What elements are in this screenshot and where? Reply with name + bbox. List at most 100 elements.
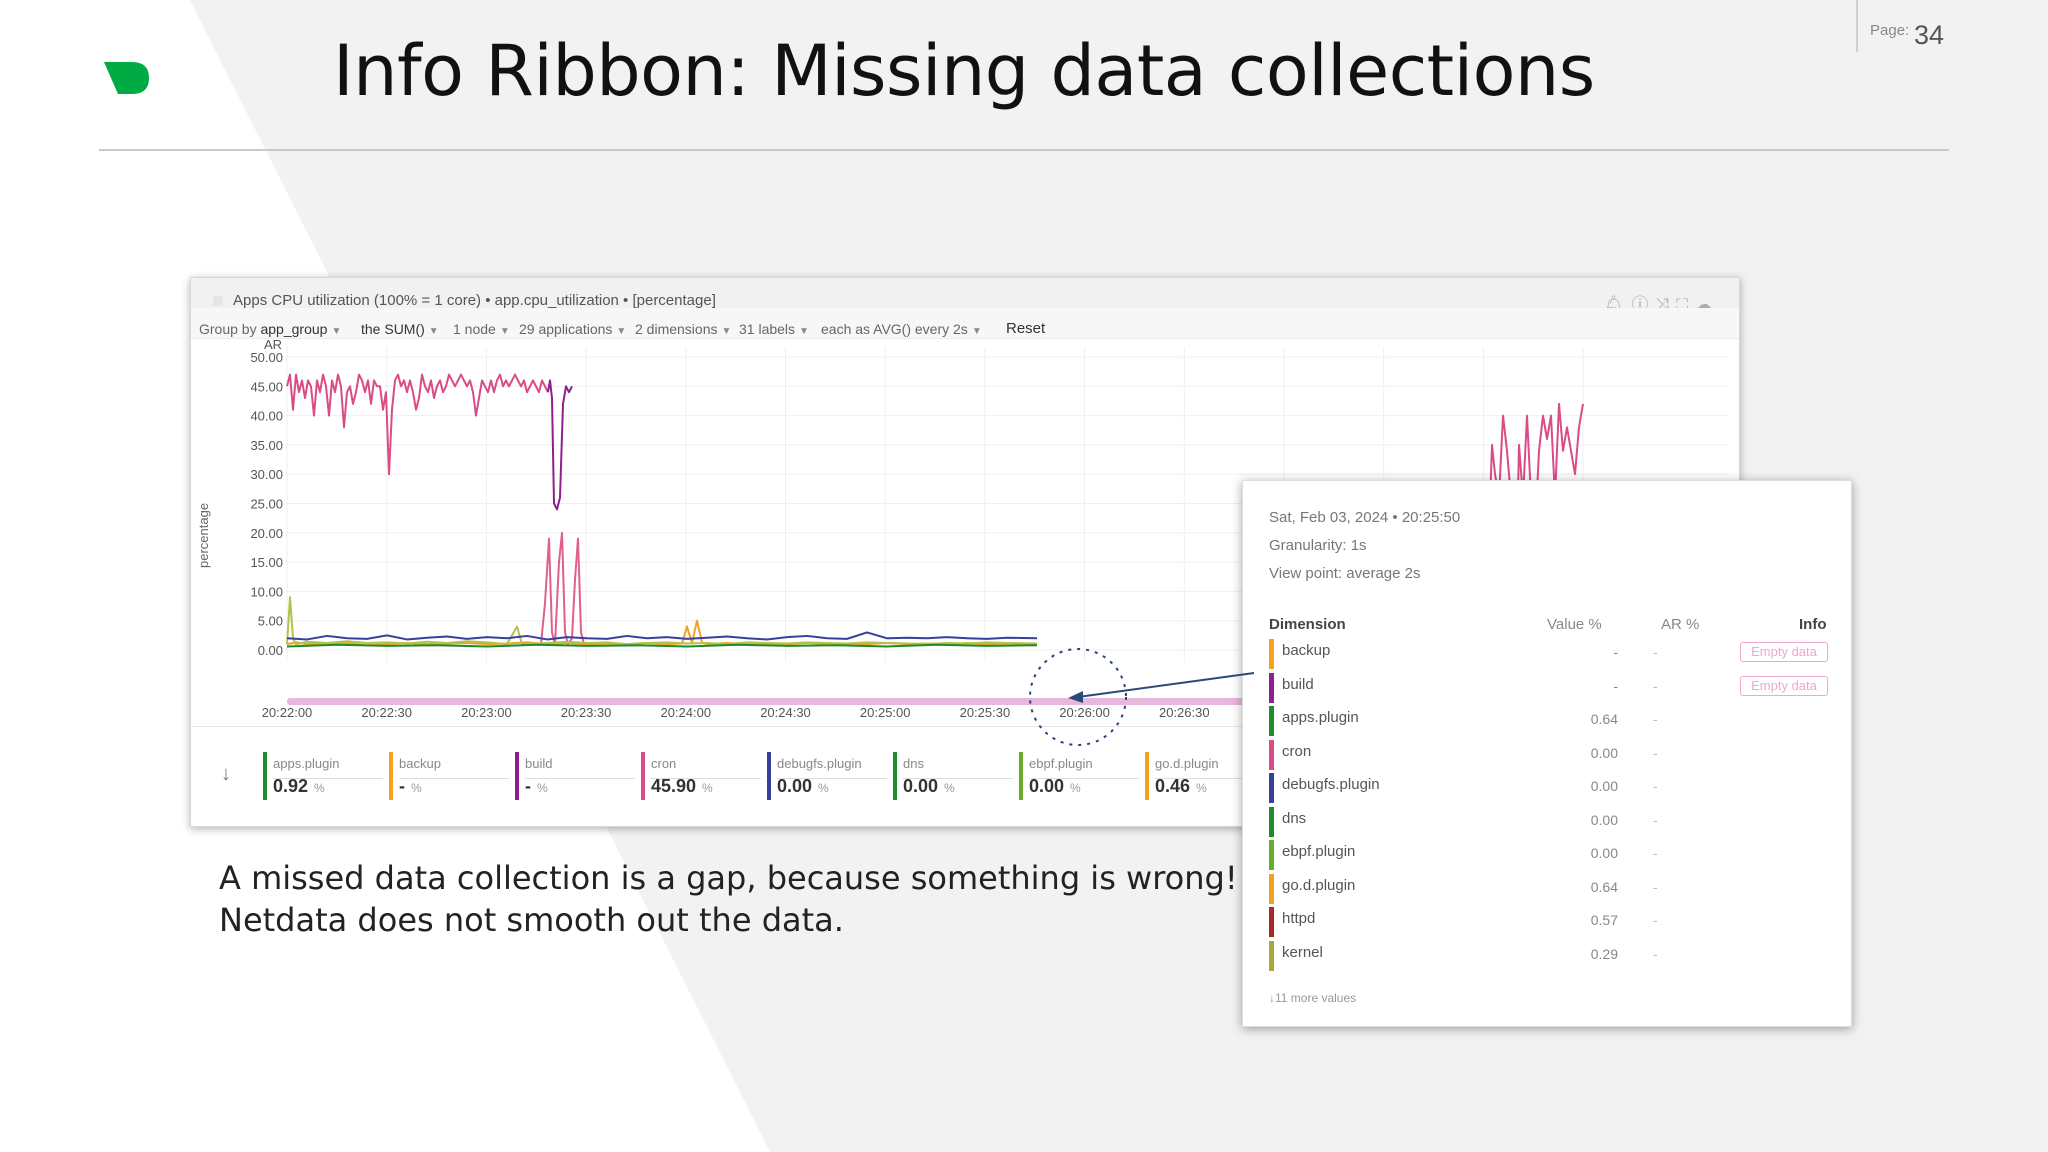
header-value: Value % — [1547, 616, 1602, 633]
legend-name: apps.plugin — [273, 756, 340, 771]
dimension-color-swatch — [1269, 873, 1274, 904]
legend-name: debugfs.plugin — [777, 756, 862, 771]
dimension-color-swatch — [1269, 940, 1274, 971]
tooltip-row-cron: cron 0.00 - — [1243, 739, 1851, 774]
legend-name: backup — [399, 756, 441, 771]
legend-value: 0.46% — [1155, 776, 1207, 796]
dimension-ar: - — [1653, 912, 1658, 928]
y-axis-header: AR — [264, 338, 282, 352]
legend-unit: % — [702, 781, 713, 795]
x-tick-label: 20:26:00 — [1059, 705, 1110, 720]
annotation-arrow — [1077, 672, 1255, 698]
tooltip-datetime: Sat, Feb 03, 2024 • 20:25:50 — [1269, 509, 1461, 526]
applications-dropdown[interactable]: 29 applications ▼ — [519, 321, 627, 337]
dimension-ar: - — [1653, 778, 1658, 794]
page-label: Page: — [1870, 22, 1910, 39]
dimension-value: 0.29 — [1590, 945, 1618, 962]
tooltip-row-build: build - - Empty data — [1243, 672, 1851, 707]
dimension-value: 0.00 — [1590, 845, 1618, 861]
legend-unit: % — [411, 781, 422, 795]
tooltip-granularity: Granularity: 1s — [1269, 537, 1367, 554]
slide-caption: A missed data collection is a gap, becau… — [219, 857, 1238, 941]
y-axis-label: percentage — [196, 503, 211, 568]
legend-name: ebpf.plugin — [1029, 756, 1093, 771]
dimension-ar: - — [1653, 878, 1658, 895]
labels-dropdown[interactable]: 31 labels ▼ — [739, 321, 809, 337]
legend-name: build — [525, 756, 553, 771]
y-tick-label: 20.00 — [250, 526, 283, 541]
dimension-name: build — [1282, 675, 1314, 693]
x-tick-label: 20:23:30 — [561, 705, 612, 720]
dimension-ar: - — [1653, 811, 1658, 828]
dimension-ar: - — [1653, 845, 1658, 861]
x-tick-label: 20:26:30 — [1159, 705, 1210, 720]
slide-title: Info Ribbon: Missing data collections — [333, 30, 1595, 112]
dimensions-dropdown[interactable]: 2 dimensions ▼ — [635, 321, 732, 337]
aggregation-dropdown[interactable]: the SUM() ▼ — [361, 321, 439, 337]
dimension-value: - — [1613, 677, 1618, 694]
time-aggregation-dropdown[interactable]: each as AVG() every 2s ▼ — [821, 321, 982, 337]
legend-color-bar — [1019, 752, 1023, 800]
legend-name: cron — [651, 756, 677, 771]
chart-title: Apps CPU utilization (100% = 1 core) • a… — [233, 292, 716, 309]
dimension-value: 0.64 — [1590, 878, 1618, 895]
dimension-ar: - — [1653, 644, 1658, 660]
caption-line-1: A missed data collection is a gap, becau… — [219, 859, 1238, 897]
dimension-color-swatch — [1269, 706, 1274, 736]
legend-name: go.d.plugin — [1155, 756, 1219, 771]
x-tick-label: 20:23:00 — [461, 705, 512, 720]
dimension-ar: - — [1653, 945, 1658, 962]
info-ribbon[interactable] — [287, 698, 1437, 705]
legend-unit: % — [1196, 781, 1207, 795]
tooltip-row-dns: dns 0.00 - — [1243, 806, 1851, 841]
empty-data-badge: Empty data — [1740, 642, 1828, 662]
nodes-dropdown[interactable]: 1 node ▼ — [453, 321, 510, 337]
dimension-value: 0.00 — [1590, 778, 1618, 794]
dimension-ar: - — [1653, 744, 1658, 761]
y-tick-label: 0.00 — [258, 643, 283, 658]
legend-separator — [399, 778, 509, 779]
dimension-name: debugfs.plugin — [1282, 776, 1380, 793]
legend-unit: % — [314, 781, 325, 795]
sort-arrow-icon[interactable]: ↓ — [221, 763, 231, 785]
y-tick-label: 10.00 — [250, 584, 283, 599]
legend-color-bar — [1145, 752, 1149, 800]
legend-color-bar — [767, 752, 771, 800]
legend-value: 0.00% — [777, 776, 829, 796]
legend-value: -% — [525, 776, 548, 796]
legend-value: -% — [399, 776, 422, 796]
series-line-ebpf.plugin — [286, 596, 1038, 646]
chart-tooltip: Sat, Feb 03, 2024 • 20:25:50 Granularity… — [1242, 480, 1852, 1027]
dimension-name: dns — [1282, 809, 1307, 827]
more-values-link[interactable]: ↓11 more values — [1269, 991, 1357, 1005]
y-tick-label: 15.00 — [250, 555, 283, 570]
dimension-color-swatch — [1269, 806, 1274, 837]
series-line-cron-spikes — [540, 531, 585, 646]
legend-name: dns — [903, 756, 924, 771]
dimension-ar: - — [1653, 677, 1658, 694]
dimension-name: ebpf.plugin — [1282, 843, 1356, 860]
page-number: 34 — [1914, 20, 1945, 50]
tooltip-row-kernel: kernel 0.29 - — [1243, 940, 1851, 975]
legend-unit: % — [818, 781, 829, 795]
y-tick-label: 40.00 — [250, 409, 283, 424]
legend-unit: % — [944, 781, 955, 795]
chart-status-dot — [213, 296, 223, 306]
legend-value: 0.00% — [1029, 776, 1081, 796]
legend-value: 0.00% — [903, 776, 955, 796]
dimension-value: 0.00 — [1590, 744, 1618, 761]
x-tick-label: 20:22:00 — [262, 705, 313, 720]
legend-separator — [273, 778, 383, 779]
legend-separator — [1155, 778, 1265, 779]
series-line-cron — [286, 373, 549, 476]
dimension-name: backup — [1282, 642, 1331, 659]
y-tick-label: 30.00 — [250, 467, 283, 482]
x-tick-label: 20:24:00 — [660, 705, 711, 720]
y-tick-label: 35.00 — [250, 438, 283, 453]
dimension-value: 0.57 — [1590, 912, 1618, 928]
dimension-name: go.d.plugin — [1282, 876, 1356, 894]
expand-icon[interactable]: ⛶ — [1676, 295, 1695, 314]
reset-button[interactable]: Reset — [1006, 320, 1046, 337]
tooltip-row-apps-plugin: apps.plugin 0.64 - — [1243, 706, 1851, 740]
